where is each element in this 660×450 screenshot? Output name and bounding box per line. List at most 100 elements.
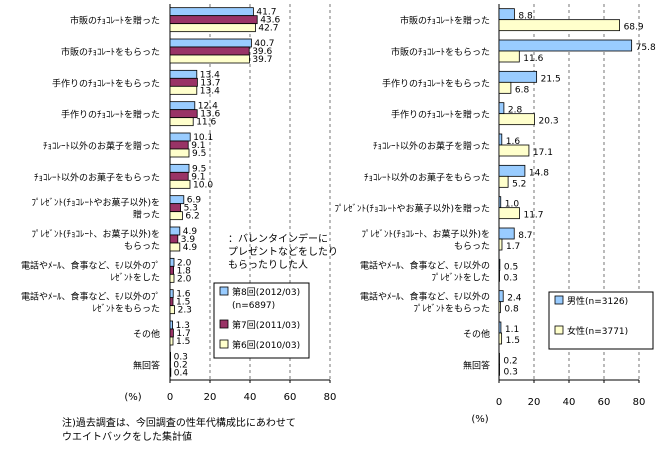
chart1-category-label: ﾌﾟﾚｾﾞﾝﾄ(ﾁｮｺﾚｰﾄやお菓子以外)を	[31, 197, 160, 209]
chart1-bar-value-label: 39.6	[252, 47, 272, 57]
chart1-category-label: 手作りのﾁｮｺﾚｰﾄをもらった	[52, 77, 160, 89]
chart1-bar	[169, 179, 191, 189]
chart1-bar	[169, 7, 254, 17]
chart1-category-label: ﾁｮｺﾚｰﾄ以外のお菓子をもらった	[34, 171, 160, 183]
chart1-bar	[169, 15, 258, 25]
chart1-legend-swatch	[219, 286, 229, 296]
chart2-tick-label: 20	[528, 397, 541, 408]
chart2-category-label: ﾌﾟﾚｾﾞﾝﾄ(ﾁｮｺﾚｰﾄ、お菓子以外)を	[361, 228, 490, 240]
chart1-bar	[169, 46, 250, 56]
chart2-bar-value-label: 1.0	[505, 200, 520, 210]
chart2-bar-value-label: 0.2	[503, 356, 517, 366]
chart2-legend-swatch	[554, 325, 564, 335]
chart1-tick-label: 40	[244, 392, 257, 403]
chart1-category-label: 電話やﾒｰﾙ、食事など、ﾓﾉ以外のﾌﾟ	[21, 291, 160, 303]
chart1-bar	[169, 234, 179, 244]
chart1-bar-value-label: 11.6	[196, 118, 216, 128]
chart2-category-label: ﾌﾟﾚｾﾞﾝﾄをもらった	[413, 304, 490, 315]
chart2-bar-value-label: 0.8	[504, 305, 519, 315]
chart1-category-label: 贈った	[133, 209, 160, 221]
chart1-category-label: その他	[133, 328, 160, 340]
chart2-bar	[498, 321, 502, 334]
chart2-bar-value-label: 1.6	[506, 137, 521, 147]
chart1-tick-label: 80	[324, 392, 337, 403]
chart1-bar-value-label: 40.7	[254, 39, 274, 49]
chart2-category-label: ﾌﾟﾚｾﾞﾝﾄ(ﾁｮｺﾚｰﾄやお菓子以外)を贈った	[334, 203, 490, 215]
chart1-category-label: 市販のﾁｮｺﾚｰﾄをもらった	[61, 46, 160, 58]
chart1-bar	[169, 297, 174, 307]
chart1-bar-value-label: 3.9	[181, 235, 196, 245]
chart1-bar-value-label: 9.1	[191, 172, 205, 182]
chart1-bar	[169, 69, 198, 79]
chart1-legend-label: 第7回(2011/03)	[232, 319, 300, 331]
chart1-bar-value-label: 6.9	[187, 196, 202, 206]
chart2-bar	[498, 258, 501, 271]
chart1-bar	[169, 77, 198, 87]
chart1-bar	[169, 163, 190, 173]
chart1-bar-value-label: 9.1	[191, 141, 205, 151]
chart1-bar	[169, 257, 175, 267]
chart1-bar	[169, 148, 190, 158]
chart1-bar-value-label: 1.8	[177, 266, 192, 276]
chart2-category-label: 市販のﾁｮｺﾚｰﾄを贈った	[400, 15, 490, 27]
chart2-bar	[498, 196, 502, 209]
chart1-category-label: ﾌﾟﾚｾﾞﾝﾄ(ﾁｮｺﾚｰﾄ、お菓子以外)を	[31, 228, 160, 240]
chart1-x-axis-unit: (%)	[124, 392, 141, 403]
chart2-category-label: ﾌﾟﾚｾﾞﾝﾄをした	[431, 272, 490, 283]
chart2-bar	[498, 8, 515, 21]
chart2-bar	[498, 207, 520, 220]
chart1-category-label: 手作りのﾁｮｺﾚｰﾄを贈った	[61, 109, 160, 121]
chart2-bar	[498, 363, 500, 376]
chart1-category-label: 電話やﾒｰﾙ、食事など、ﾓﾉ以外のﾌﾟ	[21, 259, 160, 271]
chart2-bar	[498, 301, 501, 314]
chart1-bar-value-label: 41.7	[256, 8, 276, 18]
chart1-legend-swatch	[219, 339, 229, 349]
chart2-bar-value-label: 68.9	[624, 23, 644, 33]
chart1-bar-value-label: 43.6	[260, 16, 280, 26]
chart1-bar-value-label: 2.3	[178, 306, 192, 316]
chart2-category-label: ﾁｮｺﾚｰﾄ以外のお菓子を贈った	[373, 140, 490, 152]
chart1-bar-value-label: 13.4	[200, 86, 220, 96]
chart2-bar-value-label: 75.8	[636, 43, 656, 53]
chart1-category-label: ﾚｾﾞﾝﾄをした	[110, 272, 160, 283]
chart2-bar-value-label: 1.7	[506, 242, 520, 252]
chart1-bar	[169, 359, 171, 369]
chart2-legend-label: 女性(n=3771)	[567, 325, 628, 337]
chart1-category-label: もらった	[124, 241, 160, 252]
chart2-bar	[498, 175, 509, 188]
chart1-bar	[169, 336, 174, 346]
chart1-bar-value-label: 4.9	[183, 227, 198, 237]
chart2-bar	[498, 227, 515, 240]
chart1-bar-value-label: 0.3	[174, 352, 188, 362]
chart2-bar-value-label: 8.7	[518, 231, 532, 241]
chart2-bar	[498, 81, 512, 94]
chart1-bar	[169, 289, 174, 299]
chart2-bar	[498, 144, 530, 157]
chart1-legend-sublabel: (n=6897)	[232, 301, 275, 311]
chart1-bar	[169, 320, 173, 330]
chart2-bar-value-label: 0.5	[504, 262, 518, 272]
chart2-category-label: 手作りのﾁｮｺﾚｰﾄをもらった	[382, 77, 490, 89]
chart2-bar	[498, 19, 620, 32]
chart2-legend-label: 男性(n=3126)	[567, 295, 628, 307]
chart1-bar-value-label: 2.0	[177, 274, 192, 284]
chart1-bar	[169, 273, 175, 283]
chart2-bar-value-label: 2.8	[508, 106, 523, 116]
chart1-bar-value-label: 1.3	[176, 321, 190, 331]
legend-title: もらったりした人	[228, 259, 308, 271]
chart1-category-label: ﾁｮｺﾚｰﾄ以外のお菓子を贈った	[43, 140, 160, 152]
chart1-bar-value-label: 1.7	[176, 329, 190, 339]
chart2-bar-value-label: 11.6	[523, 54, 543, 64]
chart1-bar	[169, 242, 181, 252]
chart1-bar-value-label: 9.5	[192, 164, 206, 174]
chart2-tick-label: 80	[633, 397, 646, 408]
chart1-legend-label: 第8回(2012/03)	[232, 286, 300, 298]
chart1-category-label: ﾚｾﾞﾝﾄをもらった	[92, 304, 160, 315]
chart2-bar	[498, 269, 500, 282]
chart2-bar-value-label: 11.7	[523, 211, 543, 221]
chart1-bar	[169, 109, 198, 119]
chart2-bar-value-label: 0.3	[504, 367, 518, 377]
chart1-bar-value-label: 42.7	[258, 24, 278, 34]
chart2-category-label: 市販のﾁｮｺﾚｰﾄをもらった	[391, 46, 490, 58]
